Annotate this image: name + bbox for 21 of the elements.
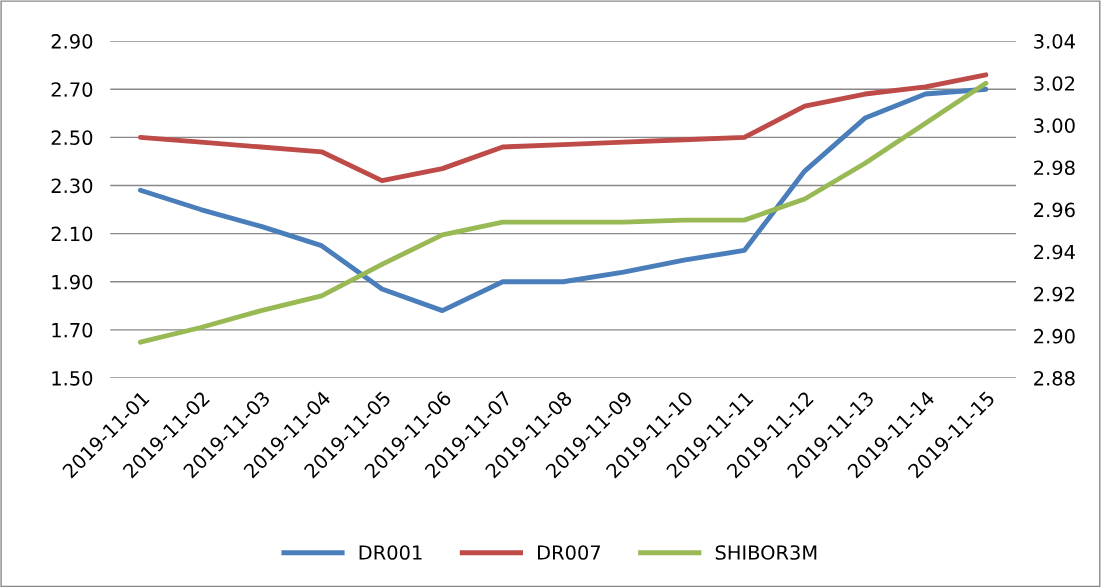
y2-tick-label: 2.98 <box>1034 160 1075 176</box>
y2-tick-label: 3.04 <box>1034 34 1075 49</box>
y-tick-label: 2.50 <box>51 130 93 146</box>
y2-tick-label: 2.92 <box>1034 286 1075 302</box>
y2-tick-label: 2.96 <box>1034 202 1075 218</box>
y2-tick-label: 3.02 <box>1034 76 1075 91</box>
y-tick-label: 1.90 <box>52 274 93 290</box>
line-series <box>137 72 989 184</box>
y-tick-label: 2.30 <box>51 178 93 194</box>
y-tick-label: 2.10 <box>51 226 93 242</box>
y2-tick-label: 2.88 <box>1034 370 1075 386</box>
y-tick-label: 2.90 <box>51 34 93 49</box>
y2-tick-label: 3.00 <box>1034 118 1075 133</box>
y-tick-label: 1.70 <box>52 322 93 338</box>
y-tick-label: 2.70 <box>51 82 93 97</box>
y2-tick-label: 2.90 <box>1034 328 1075 344</box>
y-tick-label: 1.50 <box>52 370 93 386</box>
legend-label: DR007 <box>538 545 601 560</box>
legend-label: SHIBOR3M <box>715 545 817 560</box>
y2-tick-label: 2.94 <box>1034 244 1075 260</box>
legend-label: DR001 <box>359 545 422 560</box>
